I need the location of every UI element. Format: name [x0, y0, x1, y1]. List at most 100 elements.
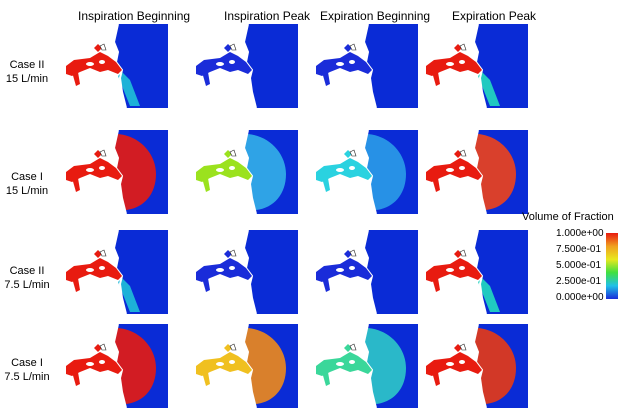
turbinate [216, 268, 224, 272]
contour-cell [190, 228, 302, 316]
sinus-outline [349, 249, 357, 257]
sinus-outline [349, 149, 357, 157]
column-header: Inspiration Peak [224, 9, 311, 23]
sinus-outline [99, 343, 107, 351]
turbinate [349, 360, 355, 364]
contour-plot [316, 323, 418, 409]
aerosol-cloud [474, 134, 516, 210]
turbinate [99, 266, 105, 270]
contour-cell [60, 22, 172, 110]
contour-plot [316, 229, 418, 315]
exhaled-jet [118, 72, 140, 106]
colorbar-tick-label: 7.500e-01 [556, 244, 602, 255]
colorbar [606, 233, 618, 299]
sinus-outline [99, 149, 107, 157]
contour-plot [196, 129, 298, 215]
aerosol-cloud [364, 134, 406, 210]
contour-plot [196, 229, 298, 315]
aerosol-cloud [114, 134, 156, 210]
sinus-outline [99, 43, 107, 51]
pharynx [432, 278, 440, 292]
colorbar-tick-label: 0.000e+00 [556, 292, 604, 303]
turbinate [459, 166, 465, 170]
contour-plot [426, 229, 528, 315]
sinus-outline [459, 343, 467, 351]
turbinate [216, 362, 224, 366]
contour-cell [60, 322, 172, 410]
contour-cell [310, 322, 422, 410]
pharynx [322, 72, 330, 86]
pharynx [202, 178, 210, 192]
contour-plot [196, 23, 298, 109]
turbinate [229, 166, 235, 170]
contour-plot [426, 23, 528, 109]
column-header: Expiration Peak [452, 9, 537, 23]
contour-cell [190, 22, 302, 110]
turbinate [99, 60, 105, 64]
contour-cell [420, 128, 532, 216]
domain-background [364, 24, 418, 108]
row-label: Case I 7.5 L/min [4, 356, 50, 384]
turbinate [86, 268, 94, 272]
turbinate [349, 166, 355, 170]
contour-cell [60, 228, 172, 316]
turbinate [459, 60, 465, 64]
contour-cell [310, 228, 422, 316]
domain-background [244, 24, 298, 108]
turbinate [336, 362, 344, 366]
row-label-flow: 7.5 L/min [4, 279, 50, 291]
aerosol-cloud [474, 328, 516, 404]
contour-plot [196, 323, 298, 409]
turbinate [446, 362, 454, 366]
contour-plot [66, 129, 168, 215]
aerosol-cloud [114, 328, 156, 404]
contour-plot [426, 129, 528, 215]
aerosol-cloud [244, 134, 286, 210]
row-label: Case II 7.5 L/min [4, 264, 50, 292]
row-label-case: Case I [11, 171, 43, 183]
pharynx [432, 178, 440, 192]
column-header: Inspiration Beginning [78, 9, 191, 23]
turbinate [336, 62, 344, 66]
turbinate [336, 268, 344, 272]
turbinate [349, 266, 355, 270]
pharynx [322, 178, 330, 192]
pharynx [432, 72, 440, 86]
pharynx [72, 72, 80, 86]
sinus-outline [349, 43, 357, 51]
turbinate [216, 62, 224, 66]
pharynx [72, 178, 80, 192]
contour-cell [420, 22, 532, 110]
exhaled-jet [118, 278, 140, 312]
contour-cell [190, 322, 302, 410]
contour-plot [66, 23, 168, 109]
contour-cell [310, 22, 422, 110]
turbinate [86, 168, 94, 172]
contour-plot [316, 129, 418, 215]
contour-cell [420, 228, 532, 316]
sinus-outline [229, 249, 237, 257]
column-header: Expiration Beginning [320, 9, 431, 23]
sinus-outline [459, 149, 467, 157]
contour-cell [310, 128, 422, 216]
turbinate [86, 362, 94, 366]
turbinate [229, 266, 235, 270]
domain-background [244, 230, 298, 314]
sinus-outline [459, 249, 467, 257]
row-label-case: Case II [9, 265, 45, 277]
pharynx [322, 372, 330, 386]
colorbar-title: Volume of Fraction [522, 211, 614, 223]
sinus-outline [99, 249, 107, 257]
turbinate [86, 62, 94, 66]
sinus-outline [229, 343, 237, 351]
row-label-case: Case II [9, 59, 45, 71]
pharynx [202, 372, 210, 386]
row-label: Case I 15 L/min [4, 170, 50, 198]
aerosol-cloud [244, 328, 286, 404]
pharynx [72, 372, 80, 386]
contour-plot [66, 323, 168, 409]
row-label: Case II 15 L/min [4, 58, 50, 86]
turbinate [229, 360, 235, 364]
sinus-outline [229, 43, 237, 51]
turbinate [99, 166, 105, 170]
